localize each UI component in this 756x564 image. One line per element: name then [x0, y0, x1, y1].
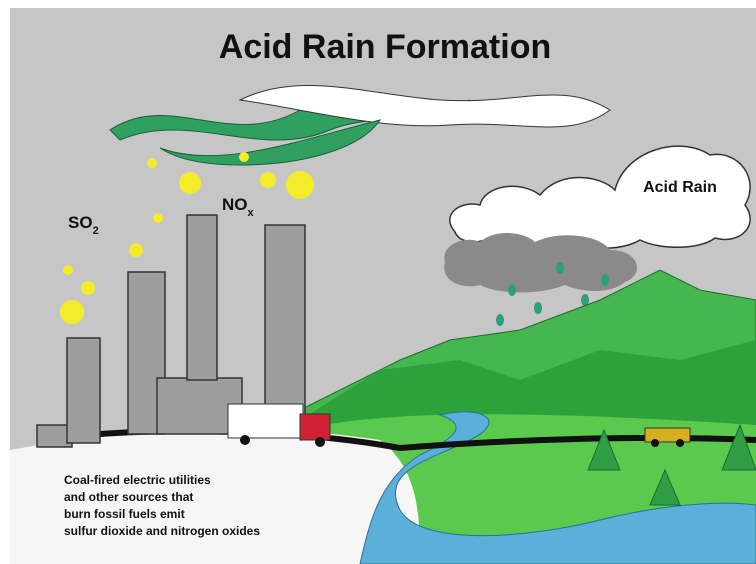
- caption-line: sulfur dioxide and nitrogen oxides: [64, 524, 260, 538]
- illustration: Acid Rain Formation SO2 NOx Acid Rain Co…: [0, 0, 756, 564]
- cloud-label: Acid Rain: [643, 179, 717, 196]
- title: Acid Rain Formation: [219, 28, 551, 66]
- caption-line: and other sources that: [64, 490, 193, 504]
- so2-subscript: 2: [93, 225, 99, 237]
- caption-line: Coal-fired electric utilities: [64, 473, 211, 487]
- nox-text: NO: [222, 195, 248, 214]
- nox-subscript: x: [248, 207, 255, 219]
- so2-text: SO: [68, 213, 93, 232]
- caption-line: burn fossil fuels emit: [64, 507, 185, 521]
